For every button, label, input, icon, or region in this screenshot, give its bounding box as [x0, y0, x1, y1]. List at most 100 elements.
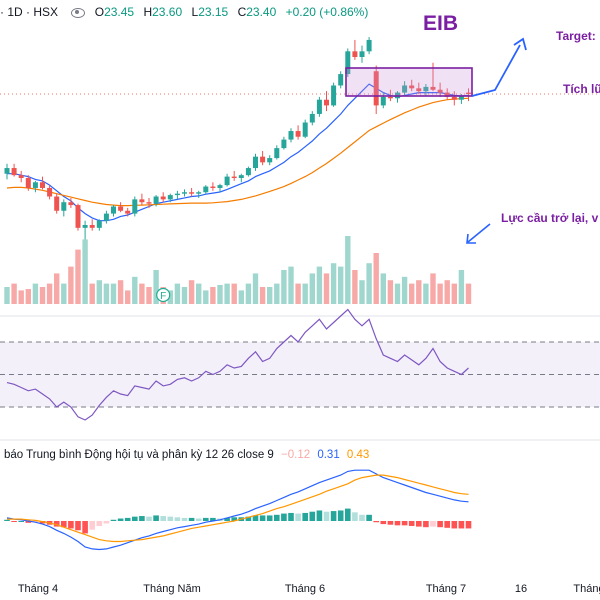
volume-bar [46, 283, 53, 304]
candle-body [359, 51, 365, 58]
volume-bar [330, 263, 337, 304]
x-tick-label: Tháng [573, 583, 600, 595]
target-annotation: Target: [556, 29, 596, 43]
volume-bar [281, 270, 287, 304]
candle-body [267, 158, 273, 163]
candle-body [224, 176, 230, 186]
macd-histogram-bar [75, 521, 81, 531]
volume-bar [39, 287, 46, 304]
candle-body [75, 205, 81, 228]
volume-bar [380, 273, 386, 304]
candle-body [402, 85, 408, 93]
macd-histogram-bar [231, 517, 237, 521]
candle-body [316, 99, 322, 114]
rsi-pane [0, 308, 600, 421]
volume-bar [430, 273, 436, 304]
candle-body [366, 39, 372, 52]
volume-bar [82, 239, 88, 304]
candle-body [295, 131, 301, 137]
macd-label: báo Trung bình Động hội tụ và phân kỳ 12… [4, 449, 274, 461]
macd-signal-value: 0.43 [346, 449, 370, 461]
candle-body [11, 168, 17, 176]
candle-body [47, 187, 53, 197]
candle-body [125, 210, 131, 214]
candle-body [373, 71, 379, 106]
volume-bar [451, 283, 457, 304]
macd-histogram-bar [117, 518, 124, 521]
volume-bar [25, 289, 31, 304]
candle-body [118, 206, 124, 211]
macd-histogram-bar [266, 515, 273, 521]
arrow-head-icon [513, 37, 527, 51]
candle-body [416, 88, 422, 92]
macd-histogram-bar [352, 512, 358, 521]
macd-histogram-bar [195, 518, 202, 521]
macd-histogram-bar [345, 508, 351, 521]
ma-slow-line [6, 97, 469, 207]
timeframe-label: · 1D · HSX [0, 5, 59, 19]
candle-body [18, 175, 24, 179]
volume-bar [309, 273, 315, 304]
visibility-eye-icon[interactable] [71, 7, 86, 18]
macd-signal-line [7, 474, 469, 543]
accumulation-annotation: Tích lũ [563, 82, 600, 96]
macd-histogram-bar [252, 515, 259, 521]
candle-body [153, 196, 159, 204]
macd-histogram-bar [274, 514, 280, 521]
volume-bar [231, 283, 237, 304]
macd-histogram-bar [373, 521, 379, 523]
macd-histogram-bar [430, 521, 436, 527]
accumulation-box [345, 67, 473, 97]
macd-histogram-bar [224, 517, 230, 521]
candle-body [231, 176, 237, 179]
candle-body [352, 51, 358, 58]
candle-body [430, 86, 436, 90]
macd-histogram-bar [416, 521, 422, 527]
volume-bar [146, 287, 152, 304]
volume-bar [188, 280, 195, 304]
ticker-annotation: EIB [423, 12, 459, 35]
candle-body [458, 95, 464, 100]
volume-bar [423, 283, 429, 304]
macd-histogram-bar [181, 517, 188, 521]
candle-body [288, 131, 294, 140]
macd-pane [4, 469, 472, 551]
macd-histogram-bar [259, 515, 266, 521]
candle-body [103, 213, 109, 221]
support-arrow-icon [467, 223, 491, 243]
volume-bar [11, 283, 17, 304]
volume-bar [252, 273, 259, 304]
volume-bar [174, 283, 181, 304]
ohlc-open: O23.45 [94, 5, 135, 19]
macd-histogram-bar [82, 521, 88, 534]
volume-bar [217, 284, 223, 304]
candle-body [182, 192, 187, 194]
candle-body [409, 85, 415, 89]
volume-bar [110, 283, 117, 304]
candle-body [160, 196, 166, 200]
macd-histogram-bar [103, 521, 110, 524]
macd-histogram-bar [337, 510, 344, 521]
volume-bar [387, 280, 394, 304]
macd-histogram-bar [160, 516, 166, 521]
macd-histogram-bar [4, 519, 10, 521]
candle-body [146, 202, 152, 204]
volume-bar [373, 253, 379, 304]
macd-line [6, 469, 469, 551]
candle-body [387, 96, 393, 99]
candle-body [203, 186, 209, 193]
volume-bar [68, 266, 74, 304]
x-tick-label: Tháng 4 [17, 583, 59, 595]
candle-body [345, 51, 351, 75]
macd-histogram-bar [288, 512, 294, 521]
volume-bar [259, 287, 266, 304]
ohlc-close: C23.40 [237, 5, 277, 19]
macd-histogram-bar [139, 516, 145, 521]
volume-bar [437, 283, 443, 304]
volume-bar [18, 290, 24, 304]
breakout-path-arrow-icon [471, 44, 521, 97]
macd-histogram-bar [11, 521, 17, 522]
support-annotation: Lực cầu trở lại, v [501, 211, 599, 225]
macd-histogram-bar [132, 516, 138, 521]
volume-bar [224, 283, 230, 304]
